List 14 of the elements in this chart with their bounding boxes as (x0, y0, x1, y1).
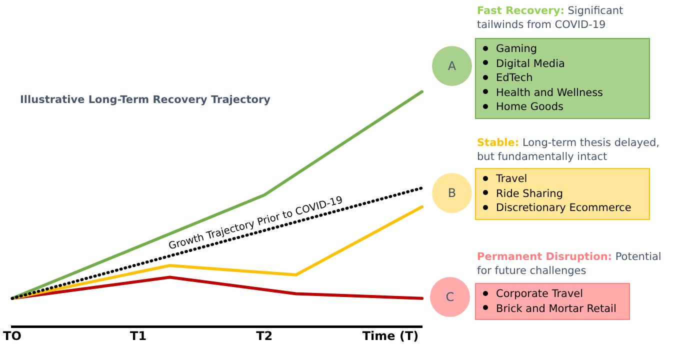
x-tick-label: TO (3, 328, 22, 343)
text: Fast Recovery: (477, 5, 564, 17)
chart-title: Illustrative Long-Term Recovery Trajectory (20, 94, 270, 106)
list-card: Travel Ride Sharing Discretionary Ecommerce (475, 168, 650, 220)
circle-badge: B (432, 173, 472, 213)
text: Permanent Disruption: (477, 251, 612, 263)
list-card: Corporate Travel Brick and Mortar Retail (475, 283, 630, 320)
list-card: Gaming Digital Media EdTech Health and Wellness Home Goods (475, 38, 650, 118)
x-tick-label: T2 (256, 328, 273, 343)
x-tick-label: Time (T) (362, 328, 419, 343)
circle-badge: C (430, 277, 470, 317)
circle-badge: A (432, 46, 472, 86)
x-tick-label: T1 (130, 328, 147, 343)
text: Stable: (477, 137, 520, 149)
